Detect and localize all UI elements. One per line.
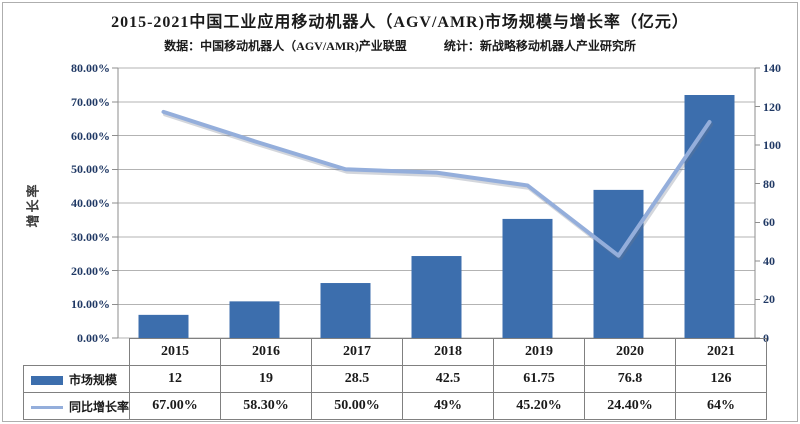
market-size-cell: 61.75 <box>493 365 586 393</box>
growth-rate-cell: 58.30% <box>220 392 313 420</box>
bar-series-swatch-icon <box>31 376 63 386</box>
year-cell: 2018 <box>402 338 495 366</box>
left-axis-tick-label: 60.00% <box>71 128 110 143</box>
bar-2016 <box>229 301 280 338</box>
growth-rate-legend-key: 同比增长率 <box>22 392 131 420</box>
table-corner-spacer <box>24 339 130 366</box>
market-size-cell: 28.5 <box>311 365 404 393</box>
bar-2015 <box>138 314 189 338</box>
left-axis-tick-label: 70.00% <box>71 94 110 109</box>
right-axis-tick-label: 40 <box>763 253 775 268</box>
right-axis-tick-label: 20 <box>763 292 775 307</box>
growth-rate-cell: 67.00% <box>129 392 222 420</box>
growth-rate-cell: 45.20% <box>493 392 586 420</box>
growth-rate-cell: 24.40% <box>584 392 677 420</box>
growth-rate-row: 同比增长率 67.00% 58.30% 50.00% 49% 45.20% 24… <box>22 392 768 420</box>
line-series-swatch-icon <box>31 406 63 410</box>
left-axis-tick-label: 20.00% <box>71 263 110 278</box>
right-axis-tick-label: 120 <box>763 99 781 114</box>
statistics-note: 统计：新战略移动机器人产业研究所 <box>443 39 636 53</box>
right-axis-tick-label: 140 <box>763 61 781 75</box>
left-axis-tick-label: 10.00% <box>71 297 110 312</box>
growth-rate-cell: 50.00% <box>311 392 404 420</box>
growth-rate-cell: 64% <box>675 392 768 420</box>
year-cell: 2016 <box>220 338 313 366</box>
growth-rate-legend-label: 同比增长率 <box>69 399 130 414</box>
left-axis-tick-label: 50.00% <box>71 162 110 177</box>
chart-subtitle: 数据：中国移动机器人（AGV/AMR)产业联盟 统计：新战略移动机器人产业研究所 <box>0 37 800 54</box>
right-axis-tick-label: 100 <box>763 138 781 153</box>
growth-line <box>161 109 712 258</box>
right-axis-tick-label: 60 <box>763 215 775 230</box>
market-size-cell: 126 <box>675 365 768 393</box>
right-axis-tick-label: 80 <box>763 176 775 191</box>
left-axis-tick-label: 40.00% <box>71 196 110 210</box>
year-cell: 2020 <box>584 338 677 366</box>
market-size-legend-key: 市场规模 <box>22 365 131 393</box>
market-size-cell: 19 <box>220 365 313 393</box>
market-size-cell: 76.8 <box>584 365 677 393</box>
data-table: 2015 2016 2017 2018 2019 2020 2021 市场规模 … <box>22 338 768 420</box>
left-axis-tick-label: 0.00% <box>77 331 110 345</box>
market-size-cell: 42.5 <box>402 365 495 393</box>
year-row: 2015 2016 2017 2018 2019 2020 2021 <box>24 338 768 366</box>
bar-2017 <box>320 283 371 338</box>
chart-title: 2015-2021中国工业应用移动机器人（AGV/AMR)市场规模与增长率（亿元… <box>111 14 689 31</box>
bar-2018 <box>411 256 462 338</box>
market-size-row: 市场规模 12 19 28.5 42.5 61.75 76.8 126 <box>22 365 768 393</box>
bar-2019 <box>502 218 553 338</box>
year-cell: 2017 <box>311 338 404 366</box>
year-cell: 2015 <box>129 338 222 366</box>
data-source-note: 数据：中国移动机器人（AGV/AMR)产业联盟 <box>164 39 407 53</box>
year-cell: 2019 <box>493 338 586 366</box>
bar-2020 <box>593 189 644 338</box>
left-axis-tick-label: 80.00% <box>71 61 110 75</box>
growth-rate-cell: 49% <box>402 392 495 420</box>
market-size-cell: 12 <box>129 365 222 393</box>
market-size-legend-label: 市场规模 <box>69 372 118 387</box>
left-axis-tick-label: 30.00% <box>71 229 110 244</box>
right-axis-tick-label: 0 <box>763 331 769 345</box>
bar-2021 <box>684 95 735 338</box>
year-cell: 2021 <box>675 338 768 366</box>
